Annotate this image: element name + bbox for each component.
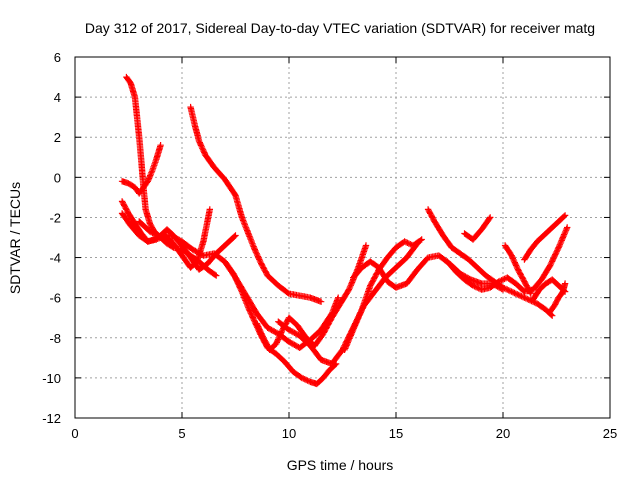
data-series-16 [521, 212, 569, 263]
x-tick-label: 0 [71, 426, 78, 441]
y-tick-label: -12 [42, 411, 61, 426]
axes: 0 5 10 15 20 25 -12 -10 -8 -6 -4 -2 0 2 4 6 [42, 50, 617, 441]
y-tick-label: 4 [54, 90, 61, 105]
chart-title: Day 312 of 2017, Sidereal Day-to-day VTE… [85, 20, 595, 36]
data-series-6 [187, 103, 325, 305]
y-tick-label: -4 [49, 251, 61, 266]
x-tick-label: 15 [389, 426, 403, 441]
data-point-markers [461, 214, 494, 243]
data-point-markers [424, 206, 556, 319]
data-point-markers [118, 142, 164, 197]
x-tick-label: 25 [603, 426, 617, 441]
data-point-markers [187, 103, 325, 305]
data-point-markers [123, 73, 220, 279]
data-series-14 [461, 214, 494, 243]
data-point-markers [341, 236, 425, 353]
plot-frame [74, 56, 611, 419]
x-tick-label: 20 [496, 426, 510, 441]
y-tick-label: -8 [49, 331, 61, 346]
x-axis-label: GPS time / hours [287, 457, 394, 473]
y-tick-label: -6 [49, 291, 61, 306]
grid-lines [75, 57, 610, 418]
data-point-markers [521, 212, 569, 263]
x-tick-label: 5 [178, 426, 185, 441]
y-tick-label: -10 [42, 371, 61, 386]
data-series-10 [341, 236, 425, 353]
data-series-12 [424, 206, 556, 319]
data-series [118, 73, 571, 388]
data-series-13 [444, 224, 571, 295]
x-tick-label: 10 [282, 426, 296, 441]
y-tick-label: 2 [54, 130, 61, 145]
data-series-2 [118, 142, 164, 197]
data-series-18 [546, 280, 569, 315]
data-point-markers [501, 242, 534, 297]
y-tick-label: 0 [54, 170, 61, 185]
data-series-15 [501, 242, 534, 297]
y-tick-label: 6 [54, 50, 61, 65]
y-tick-label: -2 [49, 210, 61, 225]
data-point-markers [546, 280, 569, 315]
data-point-markers [444, 224, 571, 295]
y-axis-label: SDTVAR / TECUs [7, 182, 23, 294]
data-series-1 [123, 73, 220, 279]
